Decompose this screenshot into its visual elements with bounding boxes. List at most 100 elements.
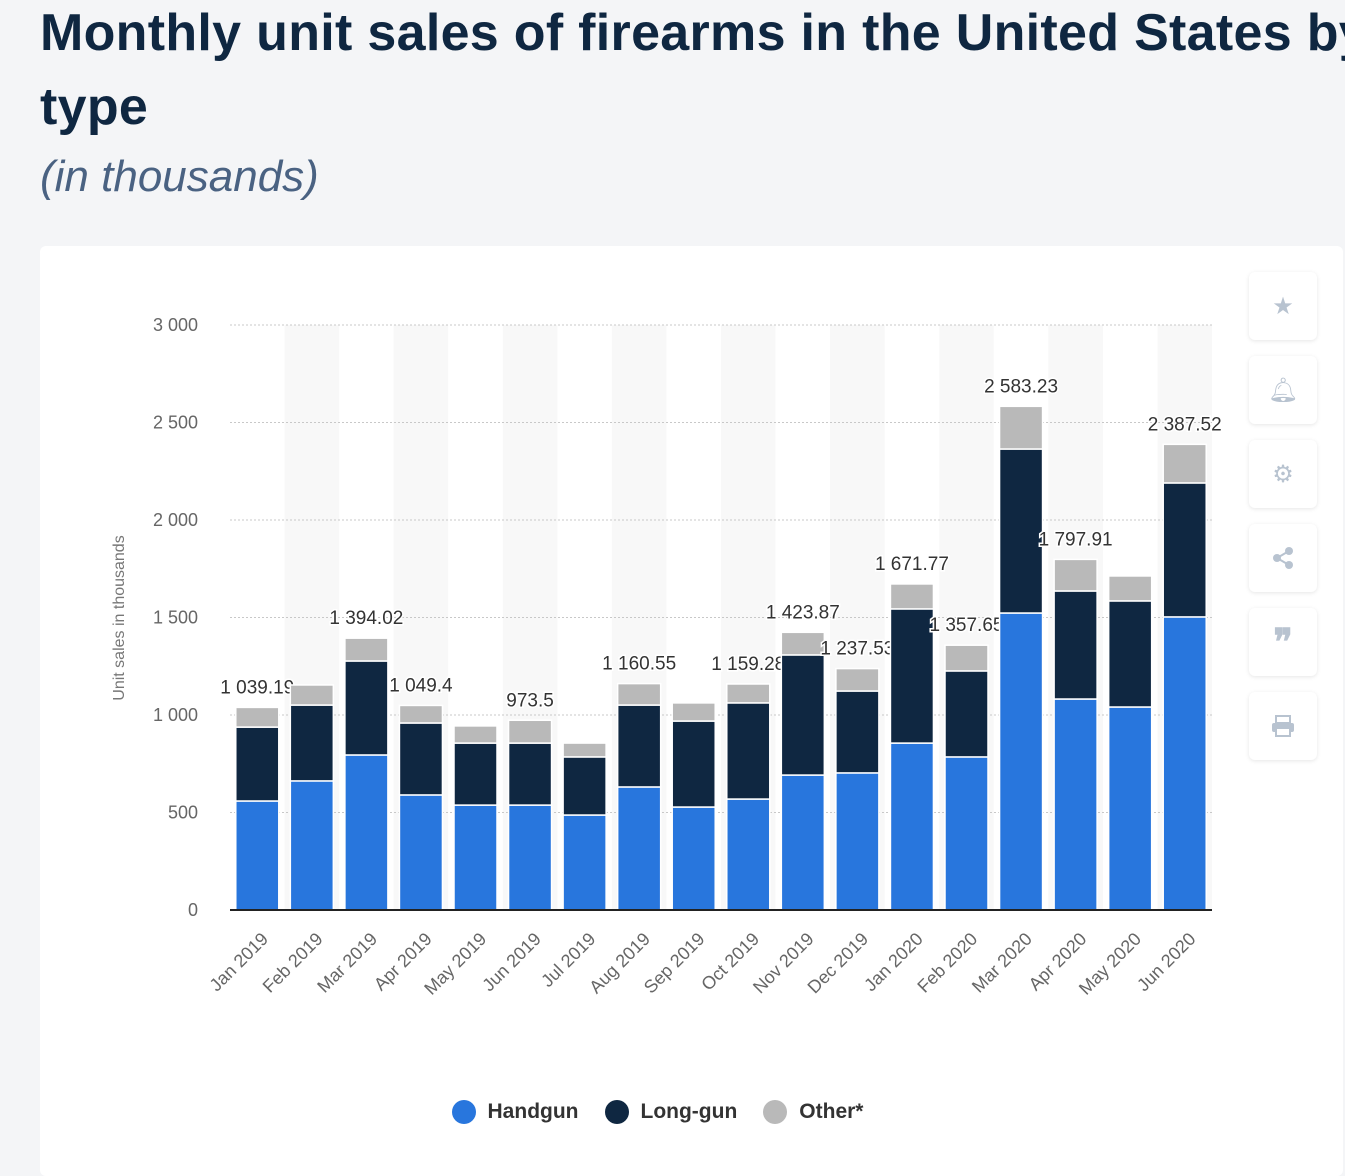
- y-tick-label: 2 500: [153, 413, 198, 433]
- bar-handgun: [889, 742, 935, 911]
- bar-long-gun: [616, 704, 662, 788]
- bar-other: [1107, 575, 1153, 602]
- print-icon: [1272, 715, 1294, 737]
- bar-handgun: [726, 798, 771, 911]
- x-tick-label: Jun 2020: [1133, 929, 1200, 996]
- bar-handgun: [998, 612, 1044, 911]
- bar-long-gun: [235, 726, 280, 802]
- legend-item-handgun[interactable]: Handgun: [451, 1100, 579, 1124]
- bar-handgun: [1107, 706, 1153, 911]
- x-tick-label: Sep 2019: [640, 929, 709, 998]
- bar-long-gun: [1107, 600, 1153, 708]
- bar-other: [1162, 443, 1207, 484]
- share-button[interactable]: [1249, 524, 1317, 592]
- quote-icon: ❞: [1273, 621, 1293, 662]
- legend-swatch: [451, 1100, 476, 1124]
- share-icon: [1273, 547, 1293, 569]
- bar-other: [453, 725, 498, 744]
- legend-label: Other*: [799, 1100, 864, 1123]
- bar-handgun: [453, 804, 498, 911]
- bar-handgun: [944, 756, 989, 911]
- data-label: 1 049.4: [389, 675, 453, 696]
- data-label: 1 159.28: [711, 654, 785, 675]
- bar-long-gun: [453, 742, 498, 806]
- bar-long-gun: [671, 720, 716, 808]
- bar-other: [344, 637, 389, 662]
- bar-handgun: [507, 804, 553, 911]
- data-label: 2 583.23: [984, 376, 1058, 397]
- bar-other: [562, 742, 607, 758]
- data-label: 1 797.91: [1039, 529, 1113, 550]
- y-tick-label: 1 500: [153, 608, 198, 628]
- bar-handgun: [835, 772, 880, 911]
- bar-handgun: [344, 754, 389, 911]
- data-label: 2 387.52: [1148, 414, 1222, 435]
- chart-title: Monthly unit sales of firearms in the Un…: [40, 4, 1345, 136]
- favorite-button[interactable]: ★: [1249, 272, 1317, 340]
- bar-long-gun: [726, 702, 771, 800]
- chart-subtitle: (in thousands): [40, 152, 319, 201]
- data-label: 1 671.77: [875, 554, 949, 575]
- legend-label: Handgun: [487, 1100, 579, 1123]
- data-label: 1 357.65: [930, 615, 1004, 636]
- y-tick-label: 500: [168, 803, 198, 823]
- bar-long-gun: [780, 654, 826, 776]
- chart-legend: Handgun Long-gun Other*: [0, 1100, 1345, 1124]
- x-tick-label: Mar 2019: [313, 929, 381, 997]
- bar-other: [289, 684, 335, 706]
- legend-swatch: [604, 1100, 629, 1124]
- y-axis-label: Unit sales in thousands: [111, 535, 128, 700]
- bar-handgun: [1162, 616, 1207, 911]
- bar-long-gun: [998, 448, 1044, 614]
- bar-other: [1053, 558, 1098, 592]
- bar-long-gun: [562, 756, 607, 816]
- data-label: 1 423.87: [766, 602, 840, 623]
- bar-long-gun: [1162, 482, 1207, 618]
- bar-other: [671, 702, 716, 722]
- bar-handgun: [398, 794, 444, 911]
- bar-handgun: [235, 800, 280, 911]
- bar-other: [835, 667, 880, 692]
- x-tick-label: Dec 2019: [804, 929, 873, 998]
- y-tick-label: 1 000: [153, 705, 198, 725]
- x-tick-label: Jun 2019: [478, 929, 545, 996]
- bar-long-gun: [398, 722, 444, 796]
- x-tick-label: Mar 2020: [968, 929, 1036, 997]
- bar-other: [235, 706, 280, 728]
- bar-other: [944, 644, 989, 672]
- bar-long-gun: [507, 742, 553, 806]
- bar-other: [398, 704, 444, 724]
- bar-other: [889, 583, 935, 610]
- bar-other: [507, 719, 553, 744]
- y-tick-label: 0: [188, 900, 198, 920]
- print-button[interactable]: [1249, 692, 1317, 760]
- bar-handgun: [780, 774, 826, 911]
- bar-handgun: [671, 806, 716, 911]
- bar-long-gun: [944, 670, 989, 758]
- settings-button[interactable]: ⚙: [1249, 440, 1317, 508]
- data-label: 1 394.02: [329, 608, 403, 629]
- gear-icon: ⚙: [1272, 460, 1294, 488]
- notification-button[interactable]: 🔔︎: [1249, 356, 1317, 424]
- bar-long-gun: [1053, 590, 1098, 700]
- bar-long-gun: [289, 704, 335, 782]
- bar-handgun: [616, 786, 662, 911]
- bar-other: [998, 405, 1044, 450]
- y-tick-label: 2 000: [153, 510, 198, 530]
- bar-long-gun: [344, 660, 389, 756]
- legend-swatch: [763, 1100, 788, 1124]
- legend-label: Long-gun: [640, 1100, 738, 1123]
- data-label: 973.5: [506, 690, 554, 711]
- legend-item-other[interactable]: Other*: [763, 1100, 863, 1124]
- bar-handgun: [289, 780, 335, 911]
- cite-button[interactable]: ❞: [1249, 608, 1317, 676]
- bar-long-gun: [835, 690, 880, 774]
- bell-icon: 🔔︎: [1267, 376, 1299, 404]
- bar-long-gun: [889, 608, 935, 744]
- bar-handgun: [1053, 698, 1098, 911]
- y-tick-label: 3 000: [153, 315, 198, 335]
- star-icon: ★: [1272, 292, 1294, 320]
- legend-item-long-gun[interactable]: Long-gun: [604, 1100, 738, 1124]
- bar-handgun: [562, 814, 607, 911]
